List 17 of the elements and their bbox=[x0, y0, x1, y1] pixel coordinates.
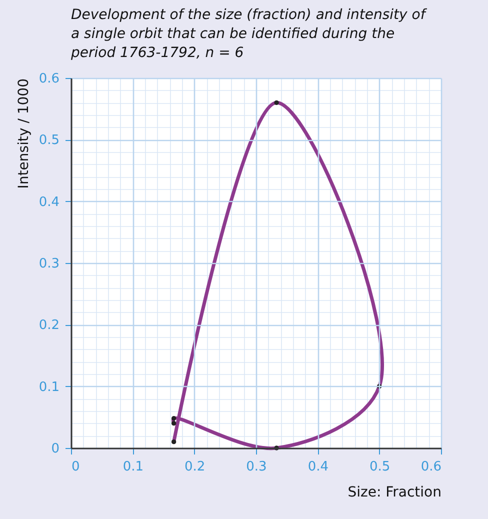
x-tick-label: 0.5 bbox=[369, 460, 390, 474]
y-tick-label: 0.1 bbox=[38, 380, 60, 395]
x-tick-label: 0.2 bbox=[184, 460, 206, 474]
x-tick-label: 0.1 bbox=[122, 460, 144, 474]
y-tick-label: 0.6 bbox=[38, 72, 60, 86]
x-tick-label: 0.6 bbox=[420, 460, 442, 474]
x-tick-label: 0.3 bbox=[246, 460, 267, 474]
y-tick-label: 0.5 bbox=[38, 133, 60, 148]
x-tick-label: 0.4 bbox=[308, 460, 329, 474]
y-tick-label: 0.2 bbox=[38, 318, 60, 334]
y-tick-label: 0 bbox=[51, 442, 60, 456]
y-axis-title: Intensity / 1000 bbox=[16, 78, 32, 189]
x-tick-label: 0 bbox=[72, 460, 80, 474]
y-tick-label: 0.4 bbox=[38, 194, 60, 210]
x-axis-title: Size: Fraction bbox=[348, 484, 442, 500]
chart-title: Development of the size (fraction) and intensity of a single orbit that can be identified during the period 1763-1792, n = 6 bbox=[70, 7, 428, 61]
y-tick-label: 0.3 bbox=[38, 256, 60, 272]
